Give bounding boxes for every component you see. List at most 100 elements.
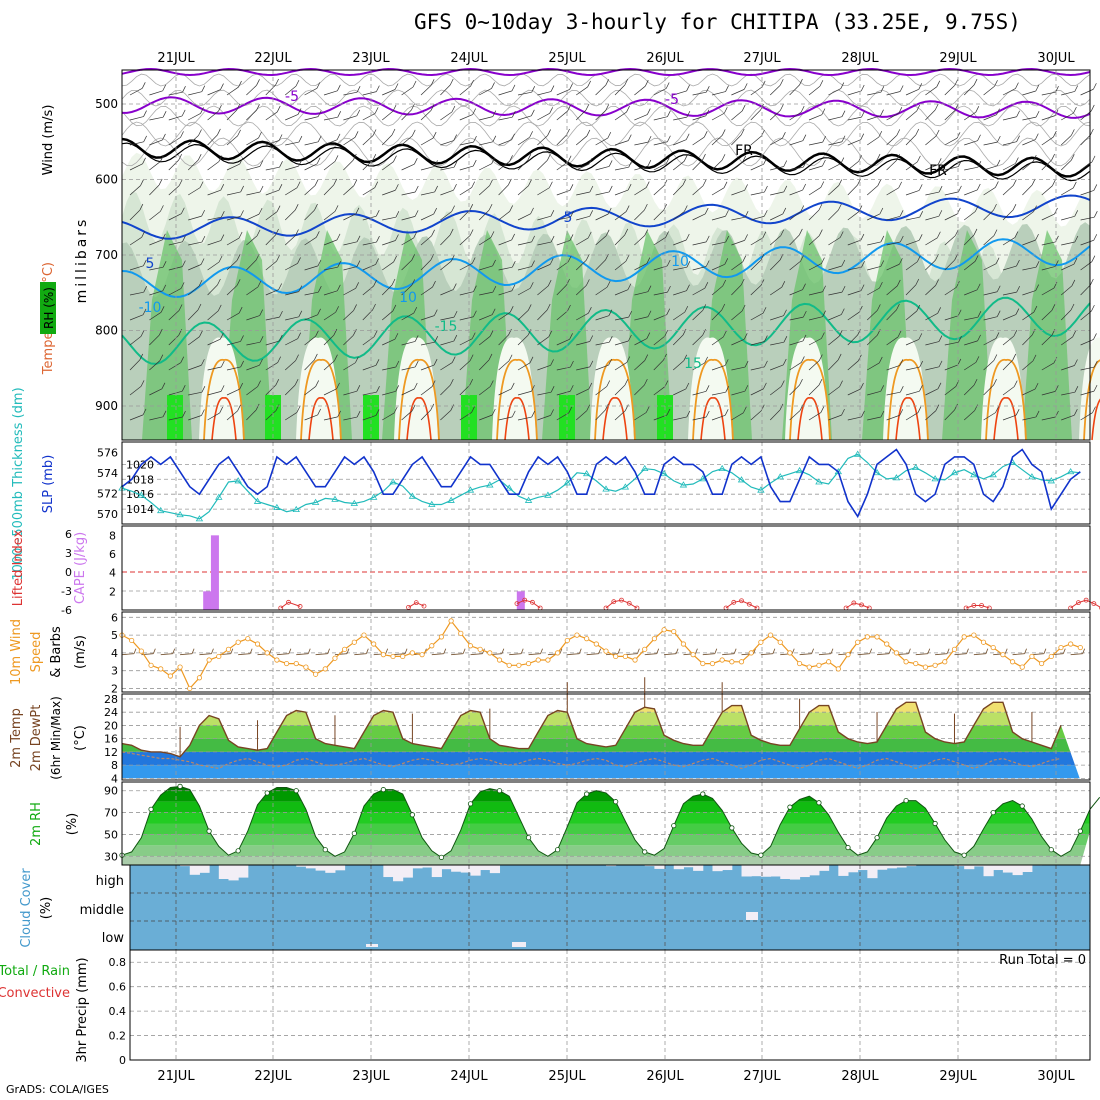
xs-wind-barb-flag xyxy=(337,261,342,268)
xs-wind-barb-flag xyxy=(605,104,610,111)
xs-wind-barb-flag xyxy=(219,406,224,414)
xs-wind-barb xyxy=(828,386,840,396)
thick-tick-label: 570 xyxy=(97,508,118,521)
xs-wind-barb-flag xyxy=(819,229,823,236)
xs-wind-barb-flag xyxy=(589,335,594,342)
top-xtick-label: 28JUL xyxy=(841,51,879,66)
xs-wind-barb xyxy=(1061,263,1075,271)
xs-wind-barb xyxy=(828,185,839,196)
xs-wind-barb-flag xyxy=(706,86,710,93)
xs-freezing-level xyxy=(121,137,1091,178)
xs-wind-barb xyxy=(517,266,532,271)
xs-wind-barb xyxy=(653,314,667,321)
xs-wind-barb-flag xyxy=(529,282,534,289)
xs-wind-barb-flag xyxy=(198,129,202,136)
xs-wind-barb xyxy=(1002,265,1017,271)
xs-wind-barb-flag xyxy=(296,406,301,413)
xs-wind-barb xyxy=(808,187,821,196)
thickness-point xyxy=(331,495,339,502)
xs-wind-barb-flag xyxy=(432,131,437,139)
rh-point xyxy=(932,820,938,827)
xs-wind-barb xyxy=(285,114,299,121)
xs-wind-barb-flag xyxy=(375,258,379,265)
xs-wind-barb xyxy=(692,136,705,146)
xs-wind-barb-flag xyxy=(1015,409,1020,416)
xs-wind-barb-flag xyxy=(453,334,458,342)
xs-wind-barb-flag xyxy=(956,281,960,288)
xs-wind-barb xyxy=(1022,360,1034,371)
xs-wind-barb xyxy=(129,414,144,421)
xs-wind-barb xyxy=(459,187,472,196)
xs-wind-barb-flag xyxy=(1055,260,1059,267)
li-point xyxy=(1091,601,1097,606)
wind10-point xyxy=(651,636,658,642)
xs-wind-barb-flag xyxy=(1012,353,1017,361)
xs-wind-barb-flag xyxy=(142,308,147,316)
xs-wind-barb xyxy=(459,114,473,121)
li-point xyxy=(522,597,528,603)
wind10-barb xyxy=(160,653,173,656)
xs-wind-barb xyxy=(750,163,764,171)
rh-point xyxy=(322,847,328,853)
xs-wind-barb-flag xyxy=(509,155,513,162)
xs-wind-barb xyxy=(129,386,142,396)
xs-wind-barb xyxy=(381,110,394,121)
xs-wind-barb xyxy=(304,336,316,346)
xs-wind-barb-flag xyxy=(434,336,439,343)
xs-wind-barb xyxy=(905,110,917,121)
thickness-point xyxy=(602,485,610,492)
xs-wind-barb xyxy=(847,90,862,96)
xs-wind-barb xyxy=(459,360,471,371)
xs-wind-barb-flag xyxy=(259,336,264,343)
xs-wind-barb-flag xyxy=(162,261,167,268)
xs-wind-barb-flag xyxy=(1051,304,1056,311)
xs-wind-barb-flag xyxy=(549,181,553,188)
xs-wind-barb-flag xyxy=(919,211,924,218)
xs-wind-barb-flag xyxy=(469,354,474,361)
xs-wind-barb-flag xyxy=(471,257,476,264)
xs-wind-barb-flag xyxy=(393,255,397,263)
thickness-point xyxy=(718,464,726,472)
xs-wind-barb-flag xyxy=(838,330,843,337)
xs-wind-barb-flag xyxy=(957,358,962,366)
li-point xyxy=(530,599,535,605)
xs-wind-barb-flag xyxy=(375,409,380,416)
xs-wind-barb xyxy=(634,235,645,246)
xs-wind-barb xyxy=(343,390,357,396)
wind10-point xyxy=(187,685,193,692)
xs-wind-barb xyxy=(304,116,319,121)
xs-wind-barb xyxy=(440,316,455,321)
xs-wind-barb xyxy=(770,191,784,196)
xs-contour-label: 10 xyxy=(399,290,417,306)
xs-wind-barb xyxy=(207,134,218,146)
xs-wind-barb xyxy=(964,362,977,371)
xs-wind-barb-flag xyxy=(783,160,788,167)
rh-point xyxy=(496,788,503,794)
xs-isotherm-25 xyxy=(602,397,628,441)
wind10-point xyxy=(796,660,803,667)
xs-wind-barb xyxy=(246,409,257,421)
cloud-high-gap xyxy=(489,865,501,874)
xs-wind-barb-flag xyxy=(705,410,710,418)
wind10-barb xyxy=(586,653,599,656)
xs-wind-barb-flag xyxy=(508,354,513,361)
xs-wind-barb-flag xyxy=(858,205,863,212)
xs-wind-barb xyxy=(168,288,182,296)
xs-wind-barb-flag xyxy=(317,308,321,315)
xs-wind-barb xyxy=(149,360,161,371)
xs-wind-barb-flag xyxy=(1034,382,1039,390)
xs-wind-barb xyxy=(944,213,958,221)
xs-wind-barb-flag xyxy=(646,257,651,264)
xs-wind-barb xyxy=(634,384,645,396)
xs-wind-barb xyxy=(731,310,743,321)
xs-wind-barb-flag xyxy=(395,234,399,241)
thickness-point xyxy=(563,479,571,486)
xs-wind-barb-flag xyxy=(334,354,338,361)
xs-wind-barb-flag xyxy=(547,129,551,136)
xs-wind-barb xyxy=(459,316,474,321)
temp-ylabel-4: (°C) xyxy=(73,725,88,751)
xs-wind-barb-flag xyxy=(822,135,827,143)
xs-wind-barb-flag xyxy=(1093,360,1098,368)
wind10-point xyxy=(1039,660,1045,667)
xs-wind-barb-flag xyxy=(958,185,962,193)
